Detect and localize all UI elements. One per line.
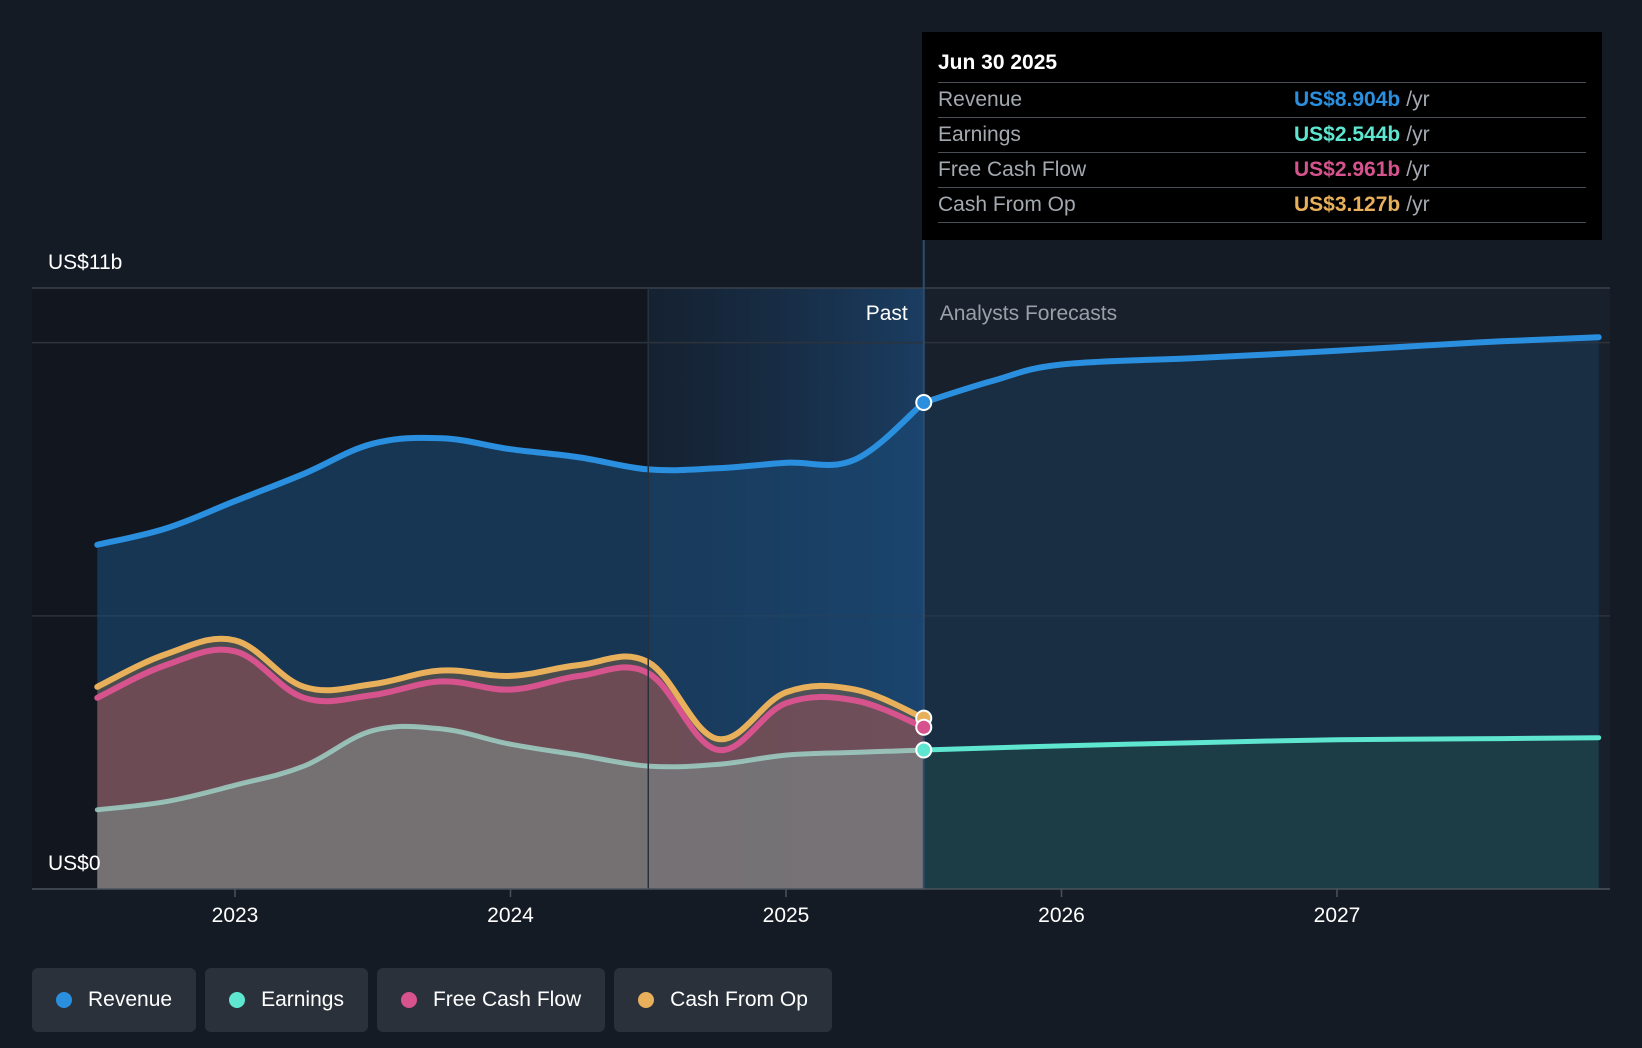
tooltip-label: Free Cash Flow [938,158,1087,181]
tooltip-label: Earnings [938,123,1021,146]
chart-legend: Revenue Earnings Free Cash Flow Cash Fro… [32,968,832,1032]
earnings-forecast-area [923,737,1599,889]
tooltip-row-cash-from-op: Cash From Op US$3.127b /yr [938,188,1586,223]
data-tooltip: Jun 30 2025 Revenue US$8.904b /yr Earnin… [922,32,1602,240]
earnings-endpoint-marker [915,741,933,759]
x-axis-tick-label: 2025 [763,904,810,927]
x-axis-tick-label: 2024 [487,904,534,927]
x-axis-tick-label: 2026 [1038,904,1085,927]
earnings-line [94,723,927,813]
legend-label: Cash From Op [670,988,808,1011]
tooltip-value: US$8.904b [1294,88,1401,111]
legend-label: Free Cash Flow [432,988,582,1011]
tooltip-unit: /yr [1406,193,1430,216]
free-cash-flow-line [94,646,927,753]
y-axis-bottom-label: US$0 [48,852,101,875]
forecast-region-label: Analysts Forecasts [940,302,1117,325]
legend-label: Revenue [88,988,173,1011]
past-region-label: Past [866,302,908,325]
x-axis-tick-label: 2027 [1314,904,1361,927]
legend-dot-icon [638,992,655,1008]
tooltip-row-revenue: Revenue US$8.904b /yr [938,83,1586,118]
tooltip-row-earnings: Earnings US$2.544b /yr [938,118,1586,153]
tooltip-unit: /yr [1406,88,1430,111]
legend-item-earnings[interactable]: Earnings [205,968,368,1032]
tooltip-unit: /yr [1406,123,1430,146]
cash-from-op-line [94,635,927,743]
x-axis-tick-label: 2023 [212,904,259,927]
earnings-forecast-line [921,735,1602,753]
legend-item-cash-from-op[interactable]: Cash From Op [614,968,832,1032]
legend-item-revenue[interactable]: Revenue [32,968,197,1032]
tooltip-label: Revenue [938,88,1023,111]
free-cash-flow-endpoint-marker [915,718,933,736]
tooltip-value: US$2.544b [1294,123,1401,146]
tooltip-date: Jun 30 2025 [938,48,1586,83]
legend-label: Earnings [261,988,344,1011]
legend-dot-icon [400,992,417,1008]
tooltip-unit: /yr [1406,158,1430,181]
tooltip-label: Cash From Op [938,193,1076,216]
revenue-endpoint-marker [915,394,933,412]
tooltip-value: US$2.961b [1294,158,1401,181]
revenue-forecast-line [920,334,1602,406]
legend-dot-icon [229,992,246,1008]
y-axis-top-label: US$11b [48,251,123,274]
tooltip-row-free-cash-flow: Free Cash Flow US$2.961b /yr [938,153,1586,188]
legend-item-free-cash-flow[interactable]: Free Cash Flow [376,968,606,1032]
tooltip-value: US$3.127b [1294,193,1401,216]
legend-dot-icon [56,992,72,1008]
revenue-line [94,399,927,548]
